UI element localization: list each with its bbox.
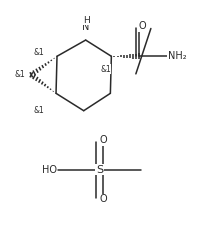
Text: &1: &1 bbox=[14, 70, 25, 79]
Text: NH₂: NH₂ bbox=[168, 51, 186, 61]
Text: N: N bbox=[82, 22, 90, 32]
Text: &1: &1 bbox=[100, 65, 111, 74]
Text: O: O bbox=[139, 21, 146, 31]
Text: O: O bbox=[99, 135, 107, 145]
Text: &1: &1 bbox=[34, 106, 45, 115]
Text: H: H bbox=[83, 16, 89, 25]
Text: O: O bbox=[99, 194, 107, 204]
Text: S: S bbox=[96, 165, 103, 175]
Text: HO: HO bbox=[42, 165, 57, 175]
Text: &1: &1 bbox=[34, 48, 45, 57]
